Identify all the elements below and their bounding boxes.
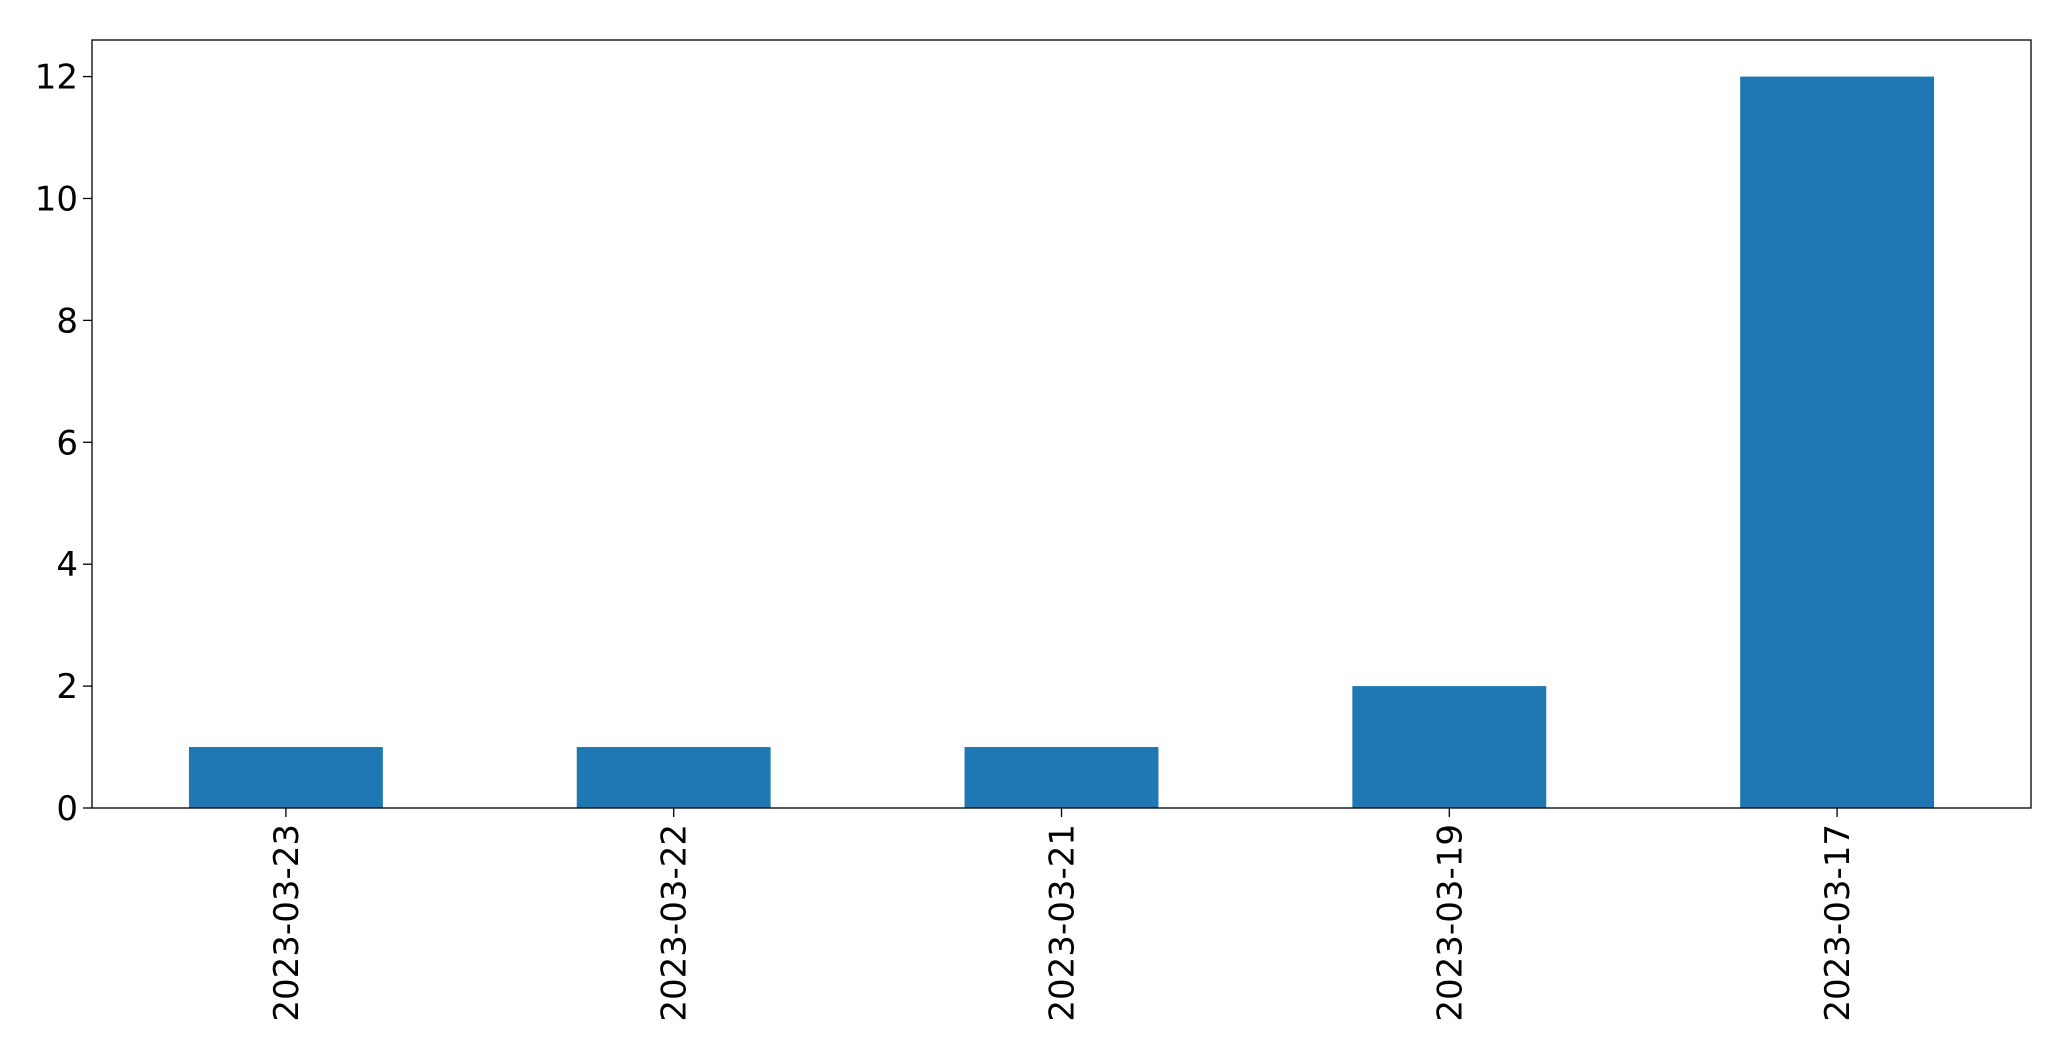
y-tick-label: 8 bbox=[56, 301, 78, 341]
bar bbox=[188, 747, 383, 808]
x-tick-label: 2023-03-21 bbox=[1043, 824, 1083, 1022]
y-tick-label: 6 bbox=[56, 423, 78, 463]
bar bbox=[576, 747, 771, 808]
x-tick-label: 2023-03-23 bbox=[267, 824, 307, 1022]
plot-frame bbox=[91, 39, 2032, 809]
y-tick-label: 12 bbox=[35, 58, 78, 98]
y-tick-label: 10 bbox=[35, 179, 78, 219]
x-tick-label: 2023-03-17 bbox=[1818, 824, 1858, 1022]
y-tick-label: 2 bbox=[56, 667, 78, 707]
bar bbox=[1352, 686, 1547, 808]
bar bbox=[1740, 76, 1935, 809]
x-tick-label: 2023-03-19 bbox=[1430, 824, 1470, 1022]
x-tick-label: 2023-03-22 bbox=[655, 824, 695, 1022]
y-tick-label: 0 bbox=[56, 789, 78, 829]
y-tick-label: 4 bbox=[56, 545, 78, 585]
bar bbox=[964, 747, 1159, 808]
